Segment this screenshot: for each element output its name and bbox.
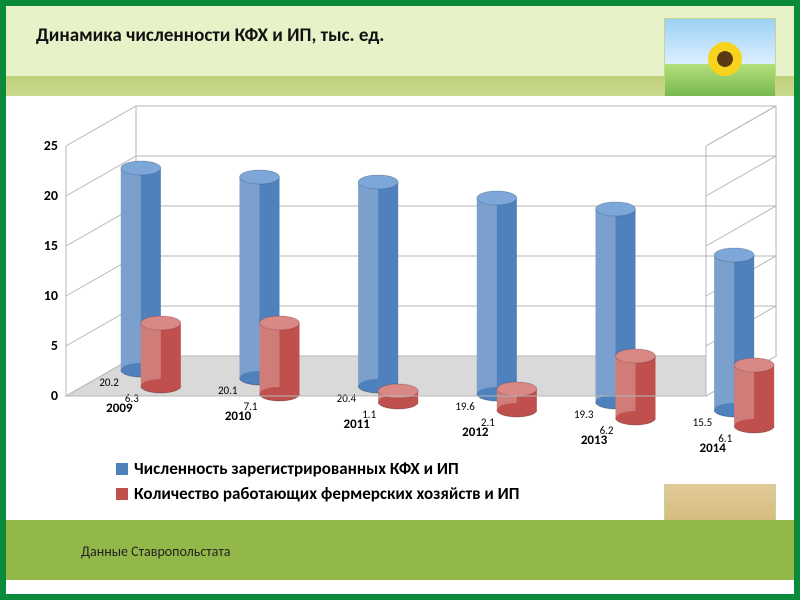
svg-text:15.5: 15.5 bbox=[693, 416, 713, 429]
svg-text:19.3: 19.3 bbox=[574, 408, 594, 421]
svg-text:10: 10 bbox=[44, 287, 58, 304]
svg-text:25: 25 bbox=[44, 137, 58, 154]
svg-text:2012: 2012 bbox=[462, 425, 489, 440]
svg-text:5: 5 bbox=[51, 337, 58, 354]
svg-text:2009: 2009 bbox=[106, 401, 133, 416]
svg-text:20.1: 20.1 bbox=[218, 384, 238, 397]
source-label: Данные Ставропольстата bbox=[81, 543, 230, 560]
slide-title: Динамика численности КФХ и ИП, тыс. ед. bbox=[36, 24, 384, 47]
legend-label-series1: Численность зарегистрированных КФХ и ИП bbox=[134, 458, 459, 479]
svg-text:0: 0 bbox=[51, 387, 58, 404]
svg-text:2014: 2014 bbox=[699, 441, 726, 456]
svg-text:19.6: 19.6 bbox=[455, 400, 475, 413]
legend-swatch-series2 bbox=[116, 488, 128, 500]
svg-text:20.4: 20.4 bbox=[337, 392, 357, 405]
svg-text:20.2: 20.2 bbox=[99, 376, 119, 389]
slide-frame: Динамика численности КФХ и ИП, тыс. ед. … bbox=[0, 0, 800, 600]
legend-label-series2: Количество работающих фермерских хозяйст… bbox=[134, 483, 519, 504]
svg-text:15: 15 bbox=[44, 237, 58, 254]
svg-text:2010: 2010 bbox=[225, 409, 252, 424]
svg-text:2011: 2011 bbox=[343, 417, 370, 432]
svg-text:20: 20 bbox=[44, 187, 58, 204]
legend-swatch-series1 bbox=[116, 463, 128, 475]
svg-text:2013: 2013 bbox=[581, 433, 608, 448]
chart-legend: Численность зарегистрированных КФХ и ИП … bbox=[116, 454, 519, 508]
chart-3d-bar: 051015202520.220.120.419.619.315.56.37.1… bbox=[6, 96, 794, 484]
